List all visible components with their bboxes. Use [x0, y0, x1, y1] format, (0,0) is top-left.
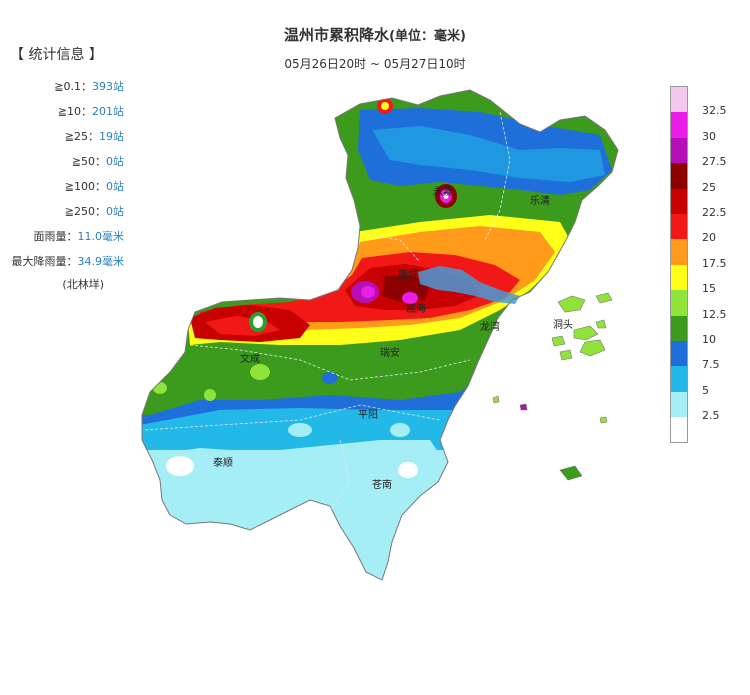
- place-ruian: 瑞安: [380, 346, 400, 359]
- county-borders: [144, 111, 511, 511]
- stat-row: 最大降雨量：34.9毫米: [10, 249, 125, 274]
- stat-row: ≧25：19站: [10, 124, 124, 149]
- legend-label: 20: [702, 231, 716, 245]
- stats-panel: 【 统计信息 】 ≧0.1：393站 ≧10：201站 ≧25：19站 ≧50：…: [10, 44, 140, 296]
- legend-swatch: [671, 87, 687, 113]
- place-cangnan: 苍南: [372, 478, 392, 491]
- place-labels: 永嘉 乐清 鹿城 瓯海 龙湾 洞头 文成 瑞安 平阳 泰顺 苍南: [213, 185, 573, 491]
- place-taishun: 泰顺: [213, 456, 233, 469]
- legend-label: 5: [702, 383, 709, 397]
- legend-swatch: [671, 366, 687, 392]
- legend-label: 17.5: [702, 256, 727, 270]
- stat-row: ≧10：201站: [10, 99, 124, 124]
- legend-swatch: [671, 264, 687, 291]
- wenzhou-outline: [141, 89, 619, 581]
- place-dongtou: 洞头: [553, 319, 573, 331]
- stat-label: ≧50：: [71, 155, 106, 168]
- max-station-note: (北林垟): [62, 278, 104, 291]
- place-pingyang: 平阳: [358, 409, 378, 421]
- stat-value: 0站: [106, 180, 124, 193]
- stat-row: ≧100：0站: [10, 174, 124, 199]
- map-title: 温州市累积降水(单位：毫米): [0, 24, 750, 45]
- legend-swatch: [671, 315, 687, 341]
- stats-heading: 【 统计信息 】: [10, 47, 103, 63]
- stat-value: 201站: [92, 105, 124, 118]
- rainfall-legend: 32.5 30 27.5 25 22.5 20 17.5 15 12.5 10 7.5 5 2.5: [670, 86, 727, 444]
- place-ouhai: 瓯海: [406, 302, 426, 315]
- stat-label: 面雨量：: [33, 230, 78, 243]
- legend-label: 25: [702, 180, 716, 194]
- place-wencheng: 文成: [240, 352, 260, 365]
- stat-row: ≧250：0站: [10, 199, 124, 224]
- legend-label: 2.5: [702, 409, 720, 423]
- legend-label: 27.5: [702, 155, 727, 169]
- legend-swatch: [671, 290, 687, 316]
- stat-value: 34.9毫米: [77, 255, 125, 268]
- title-text: 温州市累积降水: [284, 26, 390, 44]
- stat-value: 19站: [99, 130, 124, 143]
- place-longwan: 龙湾: [480, 320, 500, 333]
- oujiang-river: [418, 266, 520, 304]
- legend-swatch: [671, 163, 687, 189]
- stat-row: ≧50：0站: [10, 149, 124, 174]
- legend-label: 22.5: [702, 206, 727, 219]
- time-range: 05月26日20时 ~ 05月27日10时: [284, 57, 466, 71]
- stat-row: 面雨量：11.0毫米: [10, 224, 125, 249]
- stat-value: 0站: [106, 155, 124, 168]
- stat-label: ≧250：: [64, 205, 106, 218]
- title-unit: (单位：毫米): [389, 29, 466, 44]
- legend-swatch: [671, 340, 687, 367]
- legend-swatch: [671, 112, 687, 138]
- stat-value: 11.0毫米: [77, 230, 125, 243]
- dongtou-islands: [492, 292, 613, 481]
- stat-label: ≧100：: [64, 180, 106, 193]
- legend-label: 15: [702, 282, 716, 296]
- place-yongjia: 永嘉: [433, 185, 453, 198]
- stat-value: 393站: [92, 80, 124, 93]
- stat-label: ≧0.1：: [54, 80, 92, 93]
- legend-label: 30: [702, 129, 716, 143]
- legend-colorbar: [670, 86, 688, 444]
- stat-row: ≧0.1：393站: [10, 74, 124, 99]
- legend-label: 12.5: [702, 307, 727, 321]
- stat-label: ≧10：: [57, 105, 92, 118]
- place-yueqing: 乐清: [530, 194, 550, 207]
- legend-label: 7.5: [702, 358, 720, 372]
- legend-swatch: [671, 417, 687, 443]
- stat-label: ≧25：: [64, 130, 99, 143]
- legend-label: 32.5: [702, 104, 727, 118]
- legend-swatch: [671, 239, 687, 265]
- place-lucheng: 鹿城: [398, 268, 418, 281]
- legend-swatch: [671, 137, 687, 164]
- legend-swatch: [671, 188, 687, 214]
- legend-swatch: [671, 213, 687, 240]
- stat-label: 最大降雨量：: [11, 255, 78, 268]
- legend-swatch: [671, 391, 687, 418]
- stat-value: 0站: [106, 205, 124, 218]
- legend-label: 10: [702, 333, 716, 346]
